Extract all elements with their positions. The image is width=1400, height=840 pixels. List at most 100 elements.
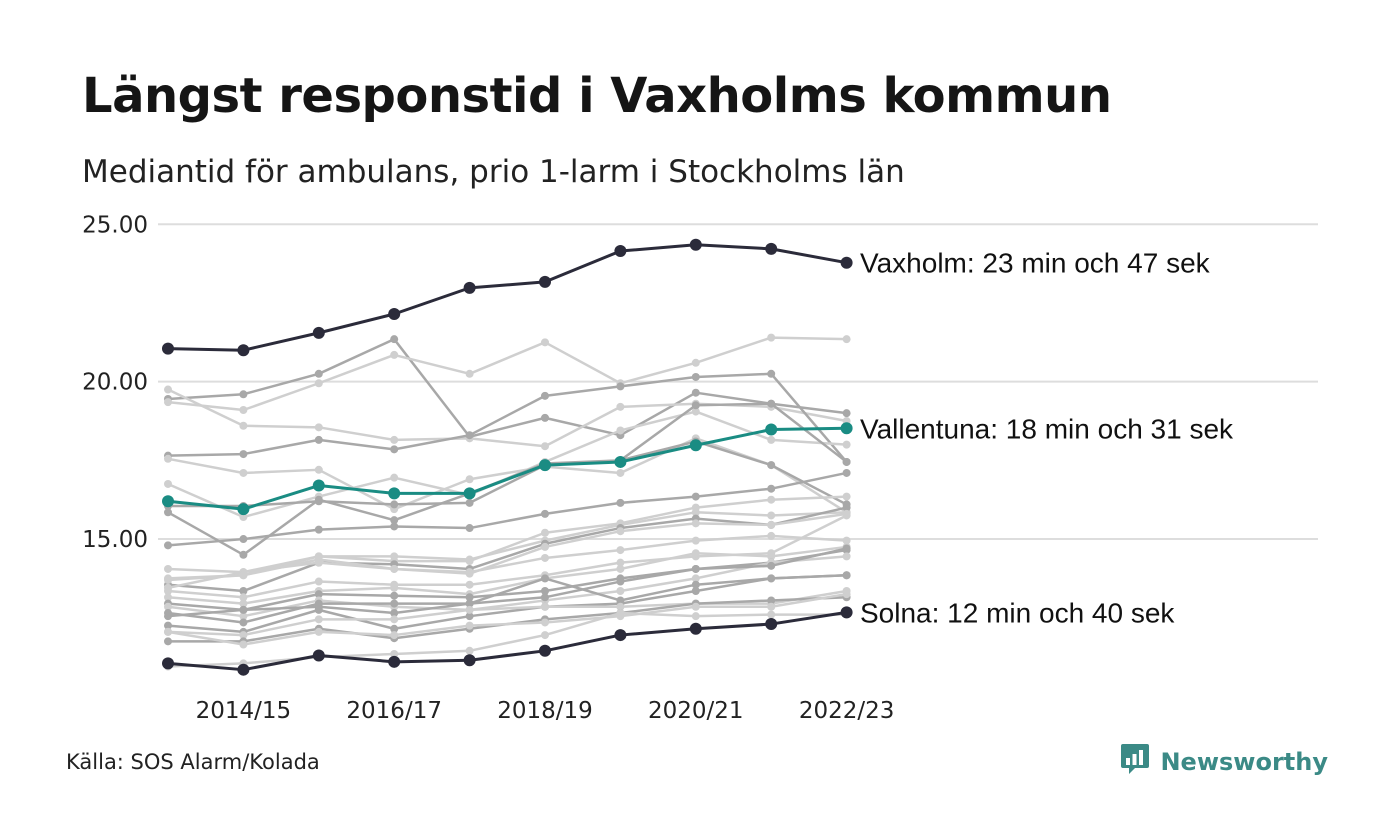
data-point xyxy=(314,465,323,474)
series-line xyxy=(167,610,847,672)
data-point xyxy=(691,388,700,397)
series-line xyxy=(168,440,848,508)
data-point xyxy=(842,492,851,501)
data-point xyxy=(767,561,776,570)
data-point xyxy=(314,590,323,599)
series-line xyxy=(167,547,847,618)
y-tick-label: 20.00 xyxy=(82,370,148,396)
data-point xyxy=(616,602,625,611)
data-point xyxy=(842,544,851,553)
series-label-vaxholm: Vaxholm: 23 min och 47 sek xyxy=(860,248,1211,279)
data-point xyxy=(390,583,399,592)
data-point xyxy=(691,549,700,558)
data-point xyxy=(239,421,248,430)
data-point xyxy=(164,508,172,517)
data-point xyxy=(239,599,248,608)
data-point xyxy=(164,541,172,550)
context-series-line xyxy=(164,335,851,441)
data-point xyxy=(237,663,250,676)
data-point xyxy=(239,631,248,640)
data-point xyxy=(314,435,323,444)
data-point xyxy=(314,615,323,624)
data-point xyxy=(312,479,325,492)
data-point xyxy=(767,552,776,561)
series-label-vallentuna: Vallentuna: 18 min och 31 sek xyxy=(860,413,1234,444)
data-point xyxy=(164,593,172,602)
data-point xyxy=(689,622,702,635)
series-line xyxy=(167,337,847,439)
data-point xyxy=(767,435,776,444)
data-point xyxy=(164,575,172,584)
data-point xyxy=(239,450,248,459)
data-point xyxy=(239,390,248,399)
data-point xyxy=(616,586,625,595)
data-point xyxy=(465,646,474,655)
context-series-line xyxy=(164,531,851,584)
data-point xyxy=(164,637,172,646)
data-point xyxy=(164,564,172,573)
data-point xyxy=(239,605,248,614)
data-point xyxy=(312,326,325,339)
data-point xyxy=(767,484,776,493)
series-vaxholm xyxy=(162,238,853,357)
data-point xyxy=(465,599,474,608)
context-series-line xyxy=(164,369,851,466)
series-labels: Vaxholm: 23 min och 47 sek Vallentuna: 18… xyxy=(860,248,1234,629)
context-series-line xyxy=(164,468,851,550)
data-point xyxy=(691,580,700,589)
data-point xyxy=(541,413,549,422)
data-point xyxy=(465,568,474,577)
data-point xyxy=(842,468,851,477)
data-point xyxy=(465,612,474,621)
series-line xyxy=(167,611,847,668)
data-point xyxy=(314,627,323,636)
data-point xyxy=(691,401,700,410)
data-point xyxy=(162,342,174,355)
data-point xyxy=(691,407,700,416)
x-axis-ticks: 2014/15 2016/17 2018/19 2020/21 2022/23 xyxy=(196,698,895,724)
data-point xyxy=(541,442,549,451)
series-line xyxy=(167,574,847,634)
data-point xyxy=(767,369,776,378)
series-line xyxy=(167,336,847,412)
data-point xyxy=(463,281,476,294)
data-point xyxy=(314,369,323,378)
data-point xyxy=(616,498,625,507)
data-point xyxy=(237,344,250,357)
data-point xyxy=(239,550,248,559)
series-line xyxy=(167,506,847,593)
data-point xyxy=(314,379,323,388)
data-point xyxy=(390,350,399,359)
data-point xyxy=(691,574,700,583)
data-point xyxy=(842,536,851,545)
brand-logo[interactable]: Newsworthy xyxy=(1120,742,1328,781)
data-point xyxy=(541,338,549,347)
series-line xyxy=(167,574,847,624)
data-point xyxy=(463,487,476,500)
data-point xyxy=(541,509,549,518)
data-point xyxy=(465,621,474,630)
data-point xyxy=(842,409,851,418)
x-tick-label: 2020/21 xyxy=(648,698,744,724)
highlighted-series xyxy=(162,238,853,676)
series-line xyxy=(167,243,847,352)
data-point xyxy=(239,406,248,415)
data-point xyxy=(541,593,549,602)
data-point xyxy=(539,644,551,657)
data-point xyxy=(390,631,399,640)
data-point xyxy=(314,497,323,506)
y-tick-label: 15.00 xyxy=(82,527,148,553)
data-point xyxy=(312,649,325,662)
data-point xyxy=(239,618,248,627)
data-point xyxy=(614,629,627,642)
data-point xyxy=(463,654,476,667)
data-point xyxy=(767,511,776,520)
data-point xyxy=(390,435,399,444)
data-point xyxy=(616,546,625,555)
data-point xyxy=(767,333,776,342)
series-line xyxy=(167,592,847,646)
context-series-line xyxy=(164,544,851,621)
data-point xyxy=(614,455,627,468)
data-point xyxy=(390,599,399,608)
data-point xyxy=(390,624,399,633)
